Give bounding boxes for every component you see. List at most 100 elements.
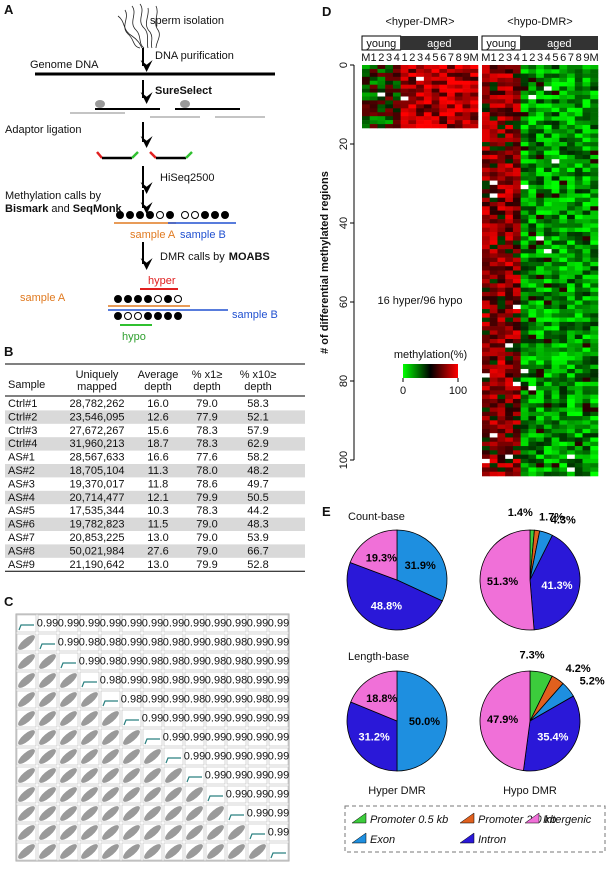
heatmap-cell bbox=[590, 446, 599, 451]
heatmap-cell bbox=[543, 120, 552, 126]
heatmap-cell bbox=[543, 270, 552, 276]
heatmap-cell bbox=[574, 287, 583, 293]
heatmap-cell bbox=[528, 309, 537, 314]
heatmap-cell bbox=[559, 411, 568, 417]
cell: 16.6 bbox=[147, 452, 168, 464]
heatmap-cell bbox=[482, 424, 491, 430]
heatmap-cell bbox=[489, 99, 498, 104]
heatmap-cell bbox=[505, 124, 514, 130]
heatmap-cell bbox=[567, 279, 576, 284]
heatmap-cell bbox=[567, 99, 576, 104]
heatmap-cell bbox=[582, 73, 591, 79]
heatmap-cell bbox=[528, 326, 537, 331]
heatmap-cell bbox=[489, 154, 498, 160]
heatmap-cell bbox=[590, 411, 599, 417]
heatmap-cell bbox=[482, 172, 491, 177]
heatmap-cell bbox=[423, 88, 432, 93]
heatmap-cell bbox=[400, 116, 409, 121]
heatmap-cell bbox=[497, 261, 506, 267]
heatmap-cell bbox=[423, 112, 432, 117]
heatmap-cell bbox=[520, 428, 529, 434]
correlation-value: 0.99 bbox=[247, 808, 268, 820]
heatmap-cell bbox=[551, 317, 560, 323]
heatmap-cell bbox=[497, 65, 506, 70]
heatmap-cell bbox=[528, 82, 537, 87]
heatmap-cell bbox=[505, 184, 514, 190]
histogram-icon bbox=[165, 757, 181, 764]
heatmap-cell bbox=[536, 223, 545, 228]
matrix-cell bbox=[121, 690, 142, 709]
site bbox=[181, 211, 189, 219]
heatmap-cell bbox=[482, 351, 491, 357]
heatmap-cell bbox=[574, 467, 583, 473]
heatmap-cell bbox=[528, 390, 537, 395]
matrix-cell bbox=[163, 709, 184, 728]
cell: 11.8 bbox=[148, 478, 169, 490]
heatmap-cell bbox=[582, 227, 591, 233]
heatmap-cell bbox=[520, 467, 529, 473]
heatmap-cell bbox=[497, 189, 506, 194]
matrix-cell bbox=[79, 652, 100, 671]
matrix-cell bbox=[247, 690, 268, 709]
heatmap-cell bbox=[559, 463, 568, 468]
heatmap-cell bbox=[505, 373, 514, 378]
heatmap-cell bbox=[590, 99, 599, 104]
row-band bbox=[5, 517, 305, 531]
heatmap-cell bbox=[439, 108, 448, 113]
heatmap-cell bbox=[551, 94, 560, 100]
heatmap-cell bbox=[369, 65, 378, 70]
y-tick-label: 80 bbox=[338, 375, 350, 387]
matrix-cell bbox=[247, 614, 268, 633]
heatmap-cell bbox=[559, 270, 568, 276]
cell: 78.6 bbox=[196, 478, 217, 490]
heatmap-cell bbox=[505, 176, 514, 181]
heatmap-cell bbox=[574, 223, 583, 228]
heatmap-cell bbox=[520, 129, 529, 134]
heatmap-cell bbox=[536, 116, 545, 121]
heatmap-cell bbox=[590, 463, 599, 468]
heatmap-cell bbox=[590, 172, 599, 177]
heatmap-cell bbox=[543, 283, 552, 288]
heatmap-cell bbox=[551, 112, 560, 117]
matrix-cell bbox=[79, 671, 100, 690]
value-label: 4.3% bbox=[551, 514, 576, 526]
heatmap-cell bbox=[497, 287, 506, 293]
heatmap-cell bbox=[582, 197, 591, 203]
heatmap-cell bbox=[536, 471, 545, 477]
matrix-cell bbox=[226, 728, 247, 747]
correlation-value: 0.99 bbox=[226, 694, 247, 706]
heatmap-cell bbox=[408, 100, 417, 105]
heatmap-cell bbox=[528, 424, 537, 430]
heatmap-cell bbox=[574, 373, 583, 378]
heatmap-cell bbox=[574, 214, 583, 220]
heatmap-cell bbox=[416, 124, 425, 129]
heatmap-cell bbox=[512, 150, 521, 156]
heatmap-cell bbox=[574, 330, 583, 336]
heatmap-cell bbox=[512, 450, 521, 455]
heatmap-cell bbox=[497, 146, 506, 151]
correlation-value: 0.99 bbox=[226, 789, 247, 801]
heatmap-cell bbox=[362, 68, 371, 74]
column-label: 9 bbox=[463, 52, 469, 64]
value-label: 48.8% bbox=[371, 600, 402, 612]
heatmap-cell bbox=[454, 104, 463, 109]
cell: 18,705,104 bbox=[69, 465, 124, 477]
heatmap-cell bbox=[528, 159, 537, 164]
heatmap-cell bbox=[590, 398, 599, 404]
heatmap-cell bbox=[520, 99, 529, 104]
heatmap-cell bbox=[590, 437, 599, 443]
heatmap-cell bbox=[385, 92, 394, 97]
heatmap-cell bbox=[497, 458, 506, 464]
correlation-value: 0.99 bbox=[268, 713, 289, 725]
matrix-cell bbox=[184, 747, 205, 766]
heatmap-cell bbox=[369, 84, 378, 89]
heatmap-cell bbox=[582, 206, 591, 211]
heatmap-cell bbox=[520, 339, 529, 344]
heatmap-cell bbox=[520, 351, 529, 357]
scatter-cloud bbox=[102, 787, 119, 802]
heatmap-cell bbox=[543, 437, 552, 443]
methylation-sites bbox=[114, 211, 236, 224]
heatmap-cell bbox=[497, 231, 506, 237]
heatmap-cell bbox=[489, 424, 498, 430]
heatmap-cell bbox=[439, 116, 448, 121]
